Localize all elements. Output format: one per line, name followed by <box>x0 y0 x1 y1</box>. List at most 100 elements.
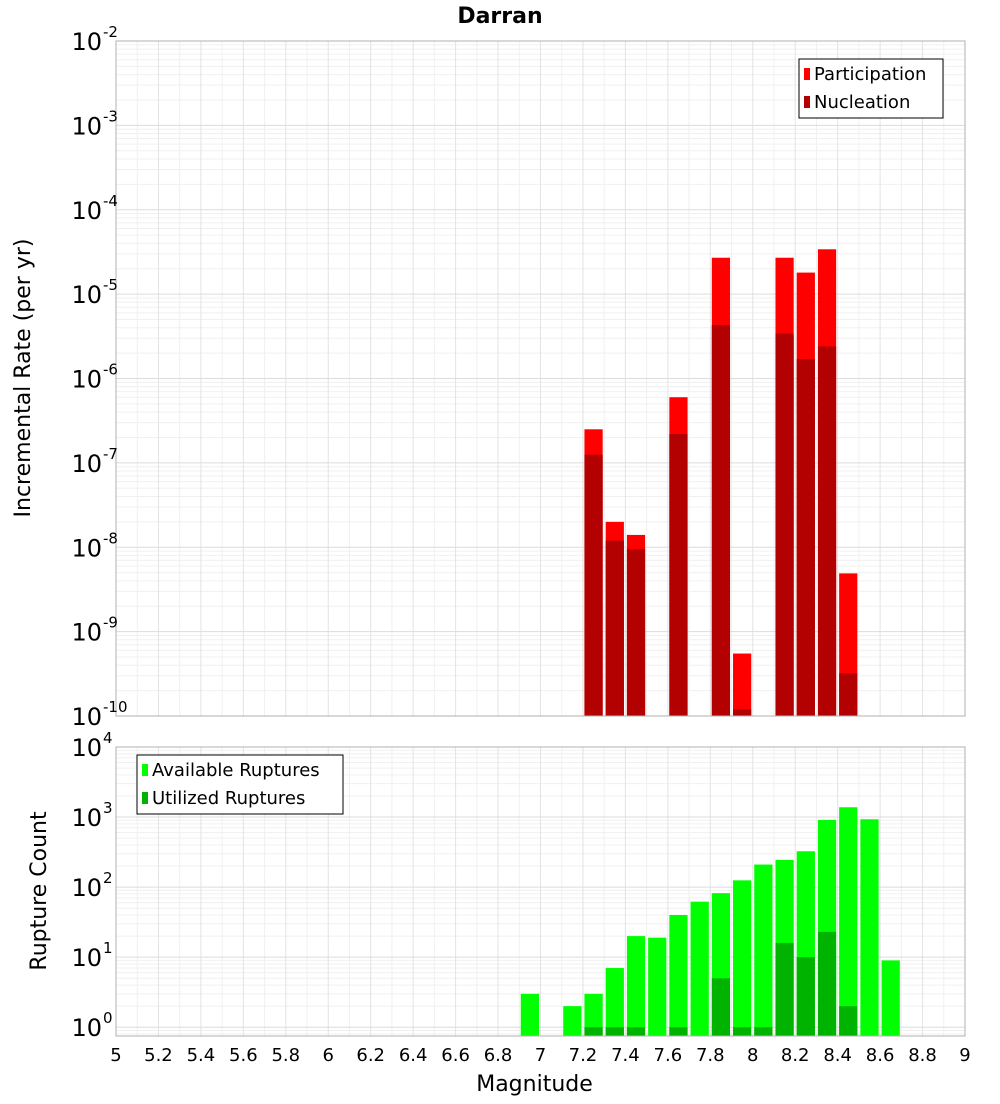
legend-label: Participation <box>814 64 926 85</box>
y-tick-exponent: -4 <box>103 192 118 210</box>
bar <box>584 1027 603 1036</box>
bar <box>775 333 794 716</box>
legend-box <box>798 58 944 119</box>
x-tick-label: 7.6 <box>654 1045 683 1066</box>
y-tick-exponent: -2 <box>103 23 118 41</box>
x-tick-label: 6.6 <box>441 1045 470 1066</box>
y-tick-exponent: -8 <box>103 529 118 547</box>
y-tick-base: 10 <box>71 450 102 478</box>
legend-swatch <box>142 792 148 804</box>
y-tick-label: 10 2 <box>71 869 112 902</box>
x-tick-label: 6.2 <box>356 1045 385 1066</box>
legend-box <box>136 754 344 815</box>
bar <box>520 993 539 1036</box>
x-tick-label: 5.4 <box>187 1045 216 1066</box>
y-tick-base: 10 <box>71 197 102 225</box>
x-tick-label: 8 <box>747 1045 758 1066</box>
bar <box>626 549 646 716</box>
y-tick-label: 10 -10 <box>71 698 127 731</box>
y-tick-base: 10 <box>71 734 102 762</box>
y-tick-label: 10 -5 <box>71 276 118 309</box>
x-tick-label: 8.8 <box>908 1045 937 1066</box>
series-nucleation <box>584 325 858 716</box>
y-axis-label: Rupture Count <box>27 811 52 971</box>
bar <box>754 864 773 1036</box>
bar <box>711 325 731 716</box>
y-tick-exponent: -5 <box>103 276 118 294</box>
x-tick-label: 7.2 <box>569 1045 598 1066</box>
legend-label: Utilized Ruptures <box>152 788 305 809</box>
y-tick-base: 10 <box>71 1014 102 1042</box>
x-tick-label: 6.8 <box>484 1045 513 1066</box>
x-tick-label: 5 <box>110 1045 121 1066</box>
x-tick-label: 5.8 <box>271 1045 300 1066</box>
y-tick-base: 10 <box>71 703 102 731</box>
bar <box>796 359 815 716</box>
y-tick-exponent: 1 <box>103 939 113 957</box>
chart-title: Darran <box>457 4 542 29</box>
y-tick-base: 10 <box>71 534 102 562</box>
y-tick-base: 10 <box>71 28 102 56</box>
y-tick-label: 10 -9 <box>71 614 118 647</box>
x-tick-label: 6.4 <box>399 1045 428 1066</box>
bar <box>669 1027 688 1036</box>
y-tick-label: 10 3 <box>71 799 112 832</box>
y-tick-base: 10 <box>71 804 102 832</box>
y-tick-exponent: -6 <box>103 361 118 379</box>
x-tick-label: 6 <box>323 1045 334 1066</box>
y-tick-base: 10 <box>71 112 102 140</box>
bar <box>733 653 752 716</box>
x-tick-label: 7 <box>535 1045 546 1066</box>
bar <box>733 880 752 1036</box>
legend: Available Ruptures Utilized Ruptures <box>136 754 344 815</box>
bar <box>733 709 752 716</box>
y-tick-label: 10 -4 <box>71 192 118 225</box>
bar <box>796 957 815 1036</box>
legend-label: Nucleation <box>814 92 910 113</box>
y-tick-base: 10 <box>71 874 102 902</box>
y-tick-label: 10 0 <box>71 1009 112 1042</box>
y-tick-base: 10 <box>71 281 102 309</box>
bar <box>839 807 858 1036</box>
bar <box>669 915 688 1036</box>
y-tick-exponent: 4 <box>103 729 113 747</box>
plot-frame <box>115 746 966 1037</box>
y-tick-label: 10 -2 <box>71 23 118 56</box>
x-tick-label: 8.4 <box>823 1045 852 1066</box>
bar <box>584 993 603 1036</box>
bar <box>605 540 624 716</box>
y-tick-exponent: 2 <box>103 869 113 887</box>
legend-swatch <box>804 96 810 108</box>
y-tick-exponent: 3 <box>103 799 113 817</box>
x-tick-label: 9 <box>959 1045 970 1066</box>
y-axis-label: Incremental Rate (per yr) <box>11 239 36 518</box>
y-tick-base: 10 <box>71 619 102 647</box>
bar <box>881 960 900 1036</box>
y-tick-exponent: -10 <box>103 698 128 716</box>
legend: Participation Nucleation <box>798 58 944 119</box>
bar <box>605 968 624 1036</box>
y-tick-exponent: -3 <box>103 107 118 125</box>
bar <box>605 1027 624 1036</box>
y-tick-label: 10 -3 <box>71 107 118 140</box>
bar <box>626 936 646 1036</box>
bar <box>754 1027 773 1036</box>
legend-label: Available Ruptures <box>152 760 320 781</box>
bar <box>690 901 709 1036</box>
bar <box>711 978 731 1036</box>
y-tick-exponent: -9 <box>103 614 118 632</box>
bar <box>839 1006 858 1036</box>
y-tick-exponent: -7 <box>103 445 118 463</box>
bar <box>733 1027 752 1036</box>
y-tick-label: 10 -7 <box>71 445 118 478</box>
x-tick-label: 5.6 <box>229 1045 258 1066</box>
y-tick-label: 10 4 <box>71 729 112 762</box>
bar <box>860 819 879 1036</box>
x-tick-label: 5.2 <box>144 1045 173 1066</box>
bar <box>648 937 667 1036</box>
bar <box>817 346 837 716</box>
